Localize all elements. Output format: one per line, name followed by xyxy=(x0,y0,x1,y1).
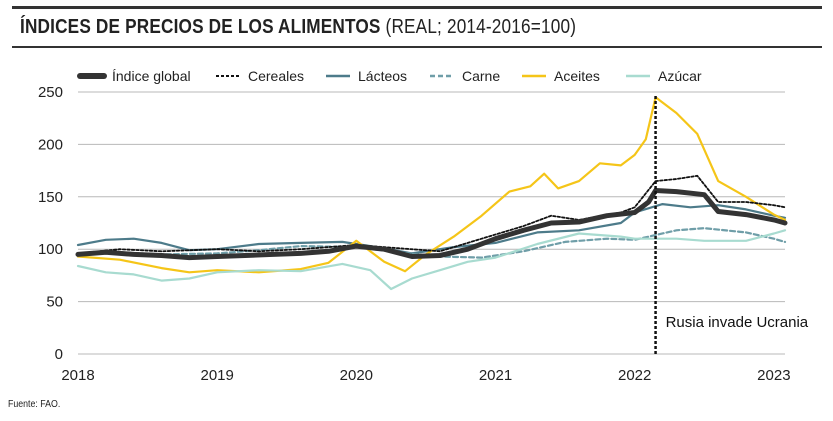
chart-title: ÍNDICES DE PRECIOS DE LOS ALIMENTOS (REA… xyxy=(20,16,576,39)
legend-item: Cereales xyxy=(216,68,304,84)
x-tick-label: 2019 xyxy=(200,367,233,384)
y-tick-label: 200 xyxy=(38,136,63,153)
legend-label: Lácteos xyxy=(358,68,407,84)
legend-label: Índice global xyxy=(112,68,191,84)
legend-item: Carne xyxy=(430,68,500,84)
series-line-lacteos xyxy=(76,203,787,255)
series-line-cereales xyxy=(77,174,786,255)
x-tick-label: 2023 xyxy=(757,367,790,384)
legend-item: Azúcar xyxy=(626,68,702,84)
y-tick-label: 100 xyxy=(38,241,63,258)
legend-label: Carne xyxy=(462,68,500,84)
x-tick-label: 2020 xyxy=(340,367,373,384)
series-line-azucar xyxy=(76,229,787,291)
legend-item: Lácteos xyxy=(326,68,407,84)
title-rule xyxy=(12,46,822,48)
title-top-rule xyxy=(12,6,822,9)
legend-item: Aceites xyxy=(522,68,600,84)
x-tick-label: 2022 xyxy=(618,367,651,384)
legend-item: Índice global xyxy=(77,68,191,84)
source-note: Fuente: FAO. xyxy=(8,399,61,410)
y-tick-label: 250 xyxy=(38,84,63,101)
y-tick-label: 150 xyxy=(38,189,63,206)
legend-label: Azúcar xyxy=(658,68,702,84)
chart-title-main: ÍNDICES DE PRECIOS DE LOS ALIMENTOS xyxy=(20,16,381,38)
x-tick-label: 2018 xyxy=(61,367,94,384)
chart-subtitle: (REAL; 2014-2016=100) xyxy=(385,16,577,38)
series-line-indice-global xyxy=(75,188,788,261)
legend-label: Cereales xyxy=(248,68,304,84)
series-line-carne xyxy=(76,227,787,259)
annotation-label: Rusia invade Ucrania xyxy=(666,314,809,331)
legend-label: Aceites xyxy=(554,68,600,84)
y-tick-label: 50 xyxy=(46,294,63,311)
x-tick-label: 2021 xyxy=(479,367,512,384)
series-line-aceites xyxy=(76,96,787,274)
y-tick-label: 0 xyxy=(55,346,63,363)
